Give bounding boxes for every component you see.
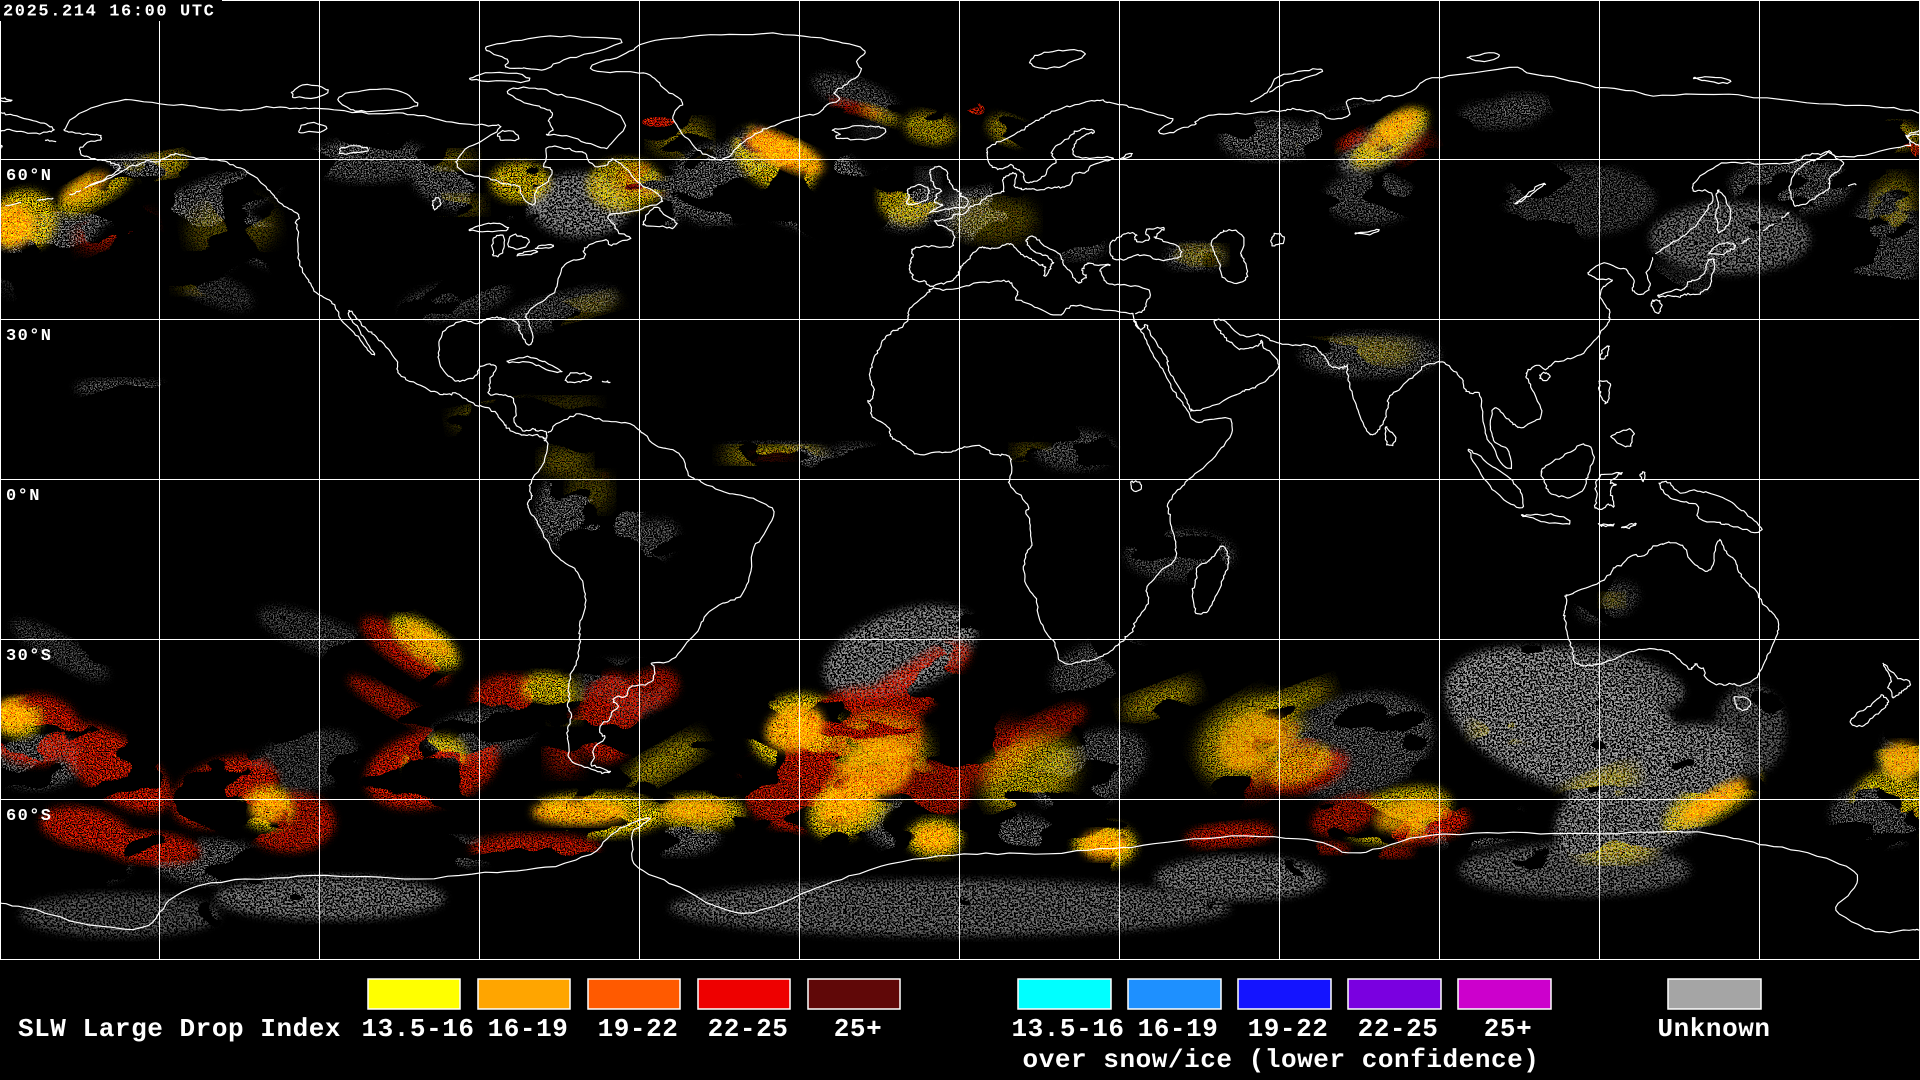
svg-text:60°N: 60°N xyxy=(6,167,52,186)
svg-text:13.5-16: 13.5-16 xyxy=(361,1014,474,1044)
svg-text:Unknown: Unknown xyxy=(1657,1014,1770,1044)
svg-text:SLW Large Drop Index: SLW Large Drop Index xyxy=(18,1014,341,1044)
svg-text:16-19: 16-19 xyxy=(488,1014,569,1044)
svg-text:22-25: 22-25 xyxy=(708,1014,789,1044)
svg-text:16-19: 16-19 xyxy=(1138,1014,1219,1044)
svg-text:19-22: 19-22 xyxy=(1248,1014,1329,1044)
svg-text:22-25: 22-25 xyxy=(1358,1014,1439,1044)
svg-text:0°N: 0°N xyxy=(6,487,41,506)
svg-text:over snow/ice (lower confidenc: over snow/ice (lower confidence) xyxy=(1023,1045,1540,1075)
svg-text:30°S: 30°S xyxy=(6,647,52,666)
svg-text:13.5-16: 13.5-16 xyxy=(1011,1014,1124,1044)
svg-text:19-22: 19-22 xyxy=(598,1014,679,1044)
svg-text:30°N: 30°N xyxy=(6,327,52,346)
svg-text:25+: 25+ xyxy=(834,1014,882,1044)
svg-text:2025.214 16:00 UTC: 2025.214 16:00 UTC xyxy=(3,3,215,22)
svg-text:60°S: 60°S xyxy=(6,807,52,826)
svg-text:25+: 25+ xyxy=(1484,1014,1532,1044)
